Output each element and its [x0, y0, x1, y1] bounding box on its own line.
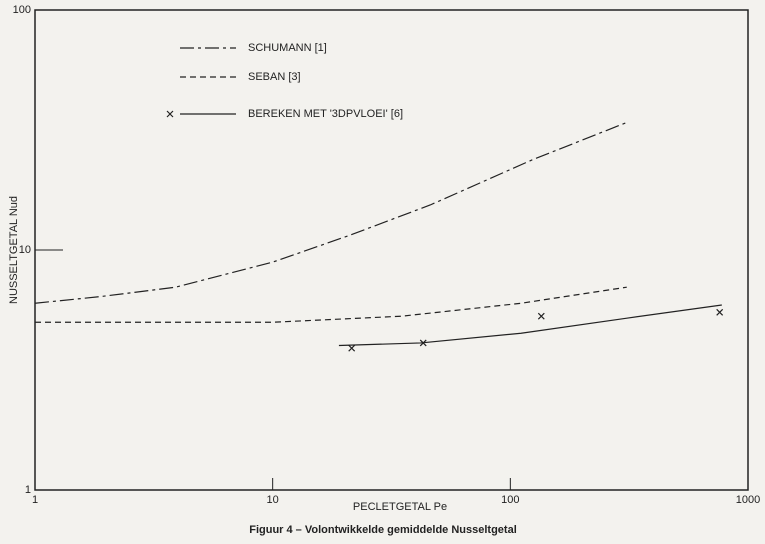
series-line [35, 286, 627, 323]
marker [537, 312, 545, 320]
marker [716, 308, 724, 316]
marker [166, 110, 174, 118]
x-tick-label: 1000 [736, 494, 760, 506]
x-axis-label: PECLETGETAL Pe [353, 501, 447, 513]
legend-label: SCHUMANN [1] [248, 42, 327, 54]
marker [348, 344, 356, 352]
caption: Figuur 4 – Volontwikkelde gemiddelde Nus… [249, 524, 517, 536]
x-tick-label: 1 [32, 494, 38, 506]
y-axis-label: NUSSELTGETAL Nud [8, 196, 20, 304]
legend-label: BEREKEN MET '3DPVLOEI' [6] [248, 108, 403, 120]
marker [419, 339, 427, 347]
y-tick-label: 100 [13, 4, 31, 16]
series-line [34, 121, 628, 304]
x-tick-label: 10 [267, 494, 279, 506]
plot-frame [34, 9, 749, 491]
x-tick-label: 100 [501, 494, 519, 506]
legend-label: SEBAN [3] [248, 71, 301, 83]
series-line [338, 304, 722, 347]
y-tick-label: 1 [25, 484, 31, 496]
y-tick-label: 10 [19, 244, 31, 256]
